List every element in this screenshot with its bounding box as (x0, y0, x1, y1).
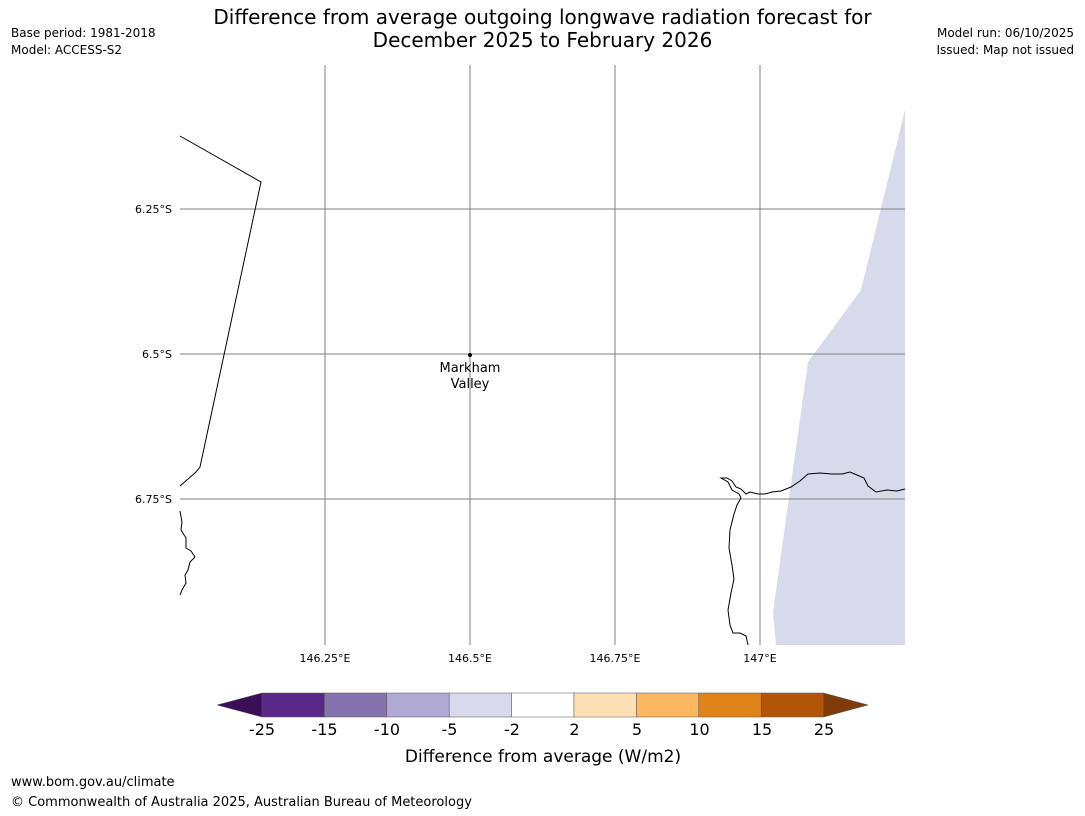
huon-gulf-coastline (719, 471, 906, 646)
west-coastline (179, 510, 196, 596)
coastlines (179, 135, 906, 646)
colorbar-segment (636, 692, 700, 718)
meta-right: Model run: 06/10/2025 Issued: Map not is… (936, 25, 1074, 59)
colorbar-tick-label: 5 (632, 720, 642, 739)
lon-label: 147°E (743, 652, 776, 665)
issued-status: Issued: Map not issued (936, 43, 1074, 57)
place-label-line2: Valley (451, 377, 490, 392)
colorbar-tick-label: 25 (814, 720, 834, 739)
meta-left: Base period: 1981-2018 Model: ACCESS-S2 (11, 25, 156, 59)
longitude-labels: 146.25°E 146.5°E 146.75°E 147°E (300, 652, 777, 665)
colorbar-extend-low (216, 692, 263, 718)
map-title: Difference from average outgoing longwav… (0, 6, 1085, 52)
colorbar-label: Difference from average (W/m2) (405, 747, 681, 767)
colorbar-segment (573, 692, 637, 718)
lat-label: 6.25°S (135, 203, 172, 216)
anomaly-shaded-region (773, 110, 905, 645)
title-line-2: December 2025 to February 2026 (372, 28, 713, 52)
colorbar-tick-label: -10 (374, 720, 400, 739)
colorbar-segment (386, 692, 450, 718)
colorbar-tick-label: 15 (752, 720, 772, 739)
colorbar-tick-label: -2 (504, 720, 520, 739)
provincial-border (179, 135, 262, 487)
colorbar-tick-label: 2 (569, 720, 579, 739)
colorbar-segment (511, 692, 575, 718)
colorbar-segment (261, 692, 325, 718)
place-marker (468, 353, 472, 357)
colorbar-segment (760, 692, 824, 718)
colorbar-tick-label: -25 (249, 720, 275, 739)
colorbar (216, 692, 869, 718)
latitude-labels: 6.25°S 6.5°S 6.75°S (135, 203, 172, 506)
colorbar-segment (324, 692, 388, 718)
colorbar-segment (698, 692, 762, 718)
footer-copyright: © Commonwealth of Australia 2025, Austra… (11, 795, 472, 810)
colorbar-segment (448, 692, 512, 718)
colorbar-extend-high (823, 692, 869, 718)
footer-url: www.bom.gov.au/climate (11, 775, 175, 790)
base-period: Base period: 1981-2018 (11, 26, 156, 40)
lon-label: 146.25°E (300, 652, 351, 665)
lon-label: 146.5°E (448, 652, 492, 665)
colorbar-tick-label: -15 (311, 720, 337, 739)
colorbar-tick-label: -5 (442, 720, 458, 739)
lon-label: 146.75°E (590, 652, 641, 665)
colorbar-ticks: -25 -15 -10 -5 -2 2 5 10 15 25 (249, 720, 834, 739)
title-line-1: Difference from average outgoing longwav… (213, 5, 872, 29)
graticule (180, 65, 905, 645)
lat-label: 6.75°S (135, 493, 172, 506)
model-name: Model: ACCESS-S2 (11, 43, 123, 57)
colorbar-tick-label: 10 (689, 720, 709, 739)
lat-label: 6.5°S (142, 348, 172, 361)
place-label-line1: Markham (440, 361, 501, 376)
model-run: Model run: 06/10/2025 (936, 26, 1074, 40)
